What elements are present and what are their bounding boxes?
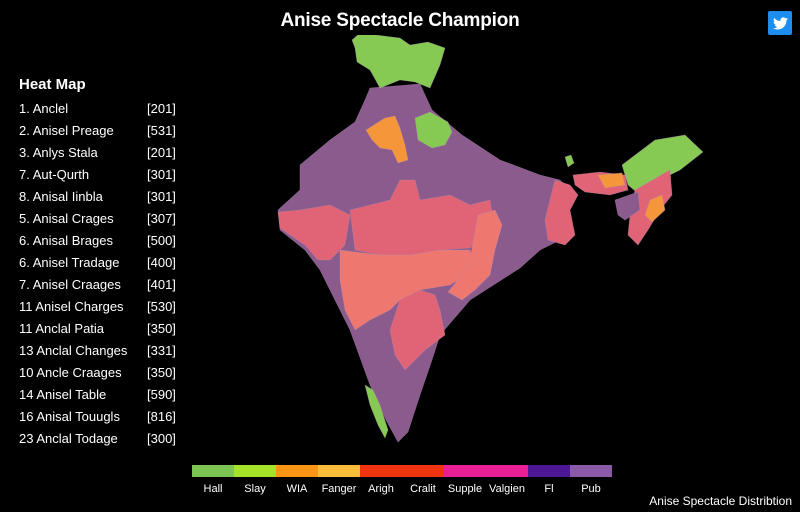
legend-label: Cralit	[410, 483, 436, 495]
heat-map-list-panel: Heat Map 1. Anclel [201] 2. Anisel Preage […	[19, 76, 179, 450]
list-item-value: [401]	[147, 277, 176, 292]
list-item: 10 Ancle Craages [350]	[19, 362, 179, 384]
india-heat-map	[277, 35, 704, 443]
legend-swatch	[318, 465, 360, 477]
legend-label: Supple	[447, 483, 483, 495]
list-item-value: [300]	[147, 431, 176, 446]
page-title: Anise Spectacle Champion	[280, 10, 520, 31]
legend-swatch	[192, 465, 234, 477]
list-item-value: [301]	[147, 189, 176, 204]
list-item-value: [400]	[147, 255, 176, 270]
list-item-value: [201]	[147, 145, 176, 160]
list-item-label: 6. Anisel Tradage	[19, 255, 120, 270]
list-item-label: 11 Anclal Patia	[19, 321, 105, 336]
list-item-value: [350]	[147, 365, 176, 380]
region-bengal	[544, 179, 579, 246]
legend-label: Fl	[544, 483, 554, 495]
list-item-label: 2. Anisel Preage	[19, 123, 114, 138]
list-item-value: [331]	[147, 343, 176, 358]
list-item-label: 13 Anclal Changes	[19, 343, 128, 358]
legend-swatch	[360, 465, 402, 477]
region-east-central	[447, 209, 503, 301]
legend-label: Hall	[203, 483, 223, 495]
region-meghalaya	[614, 191, 641, 221]
list-item: 6. Anisel Tradage [400]	[19, 252, 179, 274]
list-item: 23 Anclal Todage [300]	[19, 428, 179, 450]
list-item-label: 16 Anisal Touugls	[19, 409, 120, 424]
list-item: 7. Aut-Qurth [301]	[19, 164, 179, 186]
list-item: 16 Anisal Touugls [816]	[19, 406, 179, 428]
legend-swatch	[486, 465, 528, 477]
list-item-label: 7. Anisel Craages	[19, 277, 121, 292]
list-item-value: [531]	[147, 123, 176, 138]
list-item-label: 7. Aut-Qurth	[19, 167, 90, 182]
list-item: 3. Anlys Stala [201]	[19, 142, 179, 164]
list-item: 11 Anisel Charges [530]	[19, 296, 179, 318]
region-uttarakhand	[414, 111, 453, 149]
color-legend	[192, 465, 612, 477]
list-item-value: [307]	[147, 211, 176, 226]
list-item-label: 10 Ancle Craages	[19, 365, 122, 380]
legend-label: Valgien	[489, 483, 525, 495]
legend-swatch	[234, 465, 276, 477]
region-northeast-top	[621, 134, 704, 196]
list-item: 7. Anisel Craages [401]	[19, 274, 179, 296]
list-item-value: [301]	[147, 167, 176, 182]
list-item-label: 1. Anclel	[19, 101, 69, 116]
region-haryana	[365, 115, 409, 164]
list-item: 6. Anisal Brages [500]	[19, 230, 179, 252]
list-item-label: 23 Anclal Todage	[19, 431, 118, 446]
twitter-bird-icon	[772, 16, 788, 29]
region-northeast-orange	[597, 172, 626, 189]
list-item-label: 5. Anisal Crages	[19, 211, 114, 226]
list-item-label: 6. Anisal Brages	[19, 233, 113, 248]
region-gujarat	[277, 204, 351, 261]
legend-labels: Hall Slay WIA Fanger Arigh Cralit Supple Valgie…	[192, 483, 612, 499]
list-item-value: [590]	[147, 387, 176, 402]
list-item: 2. Anisel Preage [531]	[19, 120, 179, 142]
list-item-value: [530]	[147, 299, 176, 314]
list-item-value: [201]	[147, 101, 176, 116]
list-item-value: [500]	[147, 233, 176, 248]
legend-swatch	[402, 465, 444, 477]
list-item-value: [350]	[147, 321, 176, 336]
list-item: 8. Anisal Iinbla [301]	[19, 186, 179, 208]
map-caption: Anise Spectacle Distribtion	[649, 494, 792, 508]
legend-swatch	[444, 465, 486, 477]
list-item-label: 11 Anisel Charges	[19, 299, 124, 314]
list-item-label: 3. Anlys Stala	[19, 145, 98, 160]
list-item: 14 Anisel Table [590]	[19, 384, 179, 406]
list-item-label: 14 Anisel Table	[19, 387, 107, 402]
legend-swatch	[570, 465, 612, 477]
list-item: 1. Anclel [201]	[19, 98, 179, 120]
region-south-central	[389, 289, 446, 371]
list-item-label: 8. Anisal Iinbla	[19, 189, 103, 204]
legend-label: WIA	[286, 483, 308, 495]
legend-label: Slay	[244, 483, 266, 495]
legend-label: Arigh	[368, 483, 394, 495]
panel-title: Heat Map	[19, 76, 86, 93]
legend-label: Pub	[581, 483, 601, 495]
legend-swatch	[528, 465, 570, 477]
list-item: 11 Anclal Patia [350]	[19, 318, 179, 340]
legend-label: Fanger	[321, 483, 357, 495]
region-manipur	[644, 194, 666, 223]
twitter-share-button[interactable]	[768, 11, 792, 35]
list-item-value: [816]	[147, 409, 176, 424]
list-item: 5. Anisal Crages [307]	[19, 208, 179, 230]
list-item: 13 Anclal Changes [331]	[19, 340, 179, 362]
region-kerala	[364, 384, 389, 439]
region-sikkim	[564, 154, 575, 168]
legend-swatch	[276, 465, 318, 477]
region-north	[351, 35, 446, 89]
